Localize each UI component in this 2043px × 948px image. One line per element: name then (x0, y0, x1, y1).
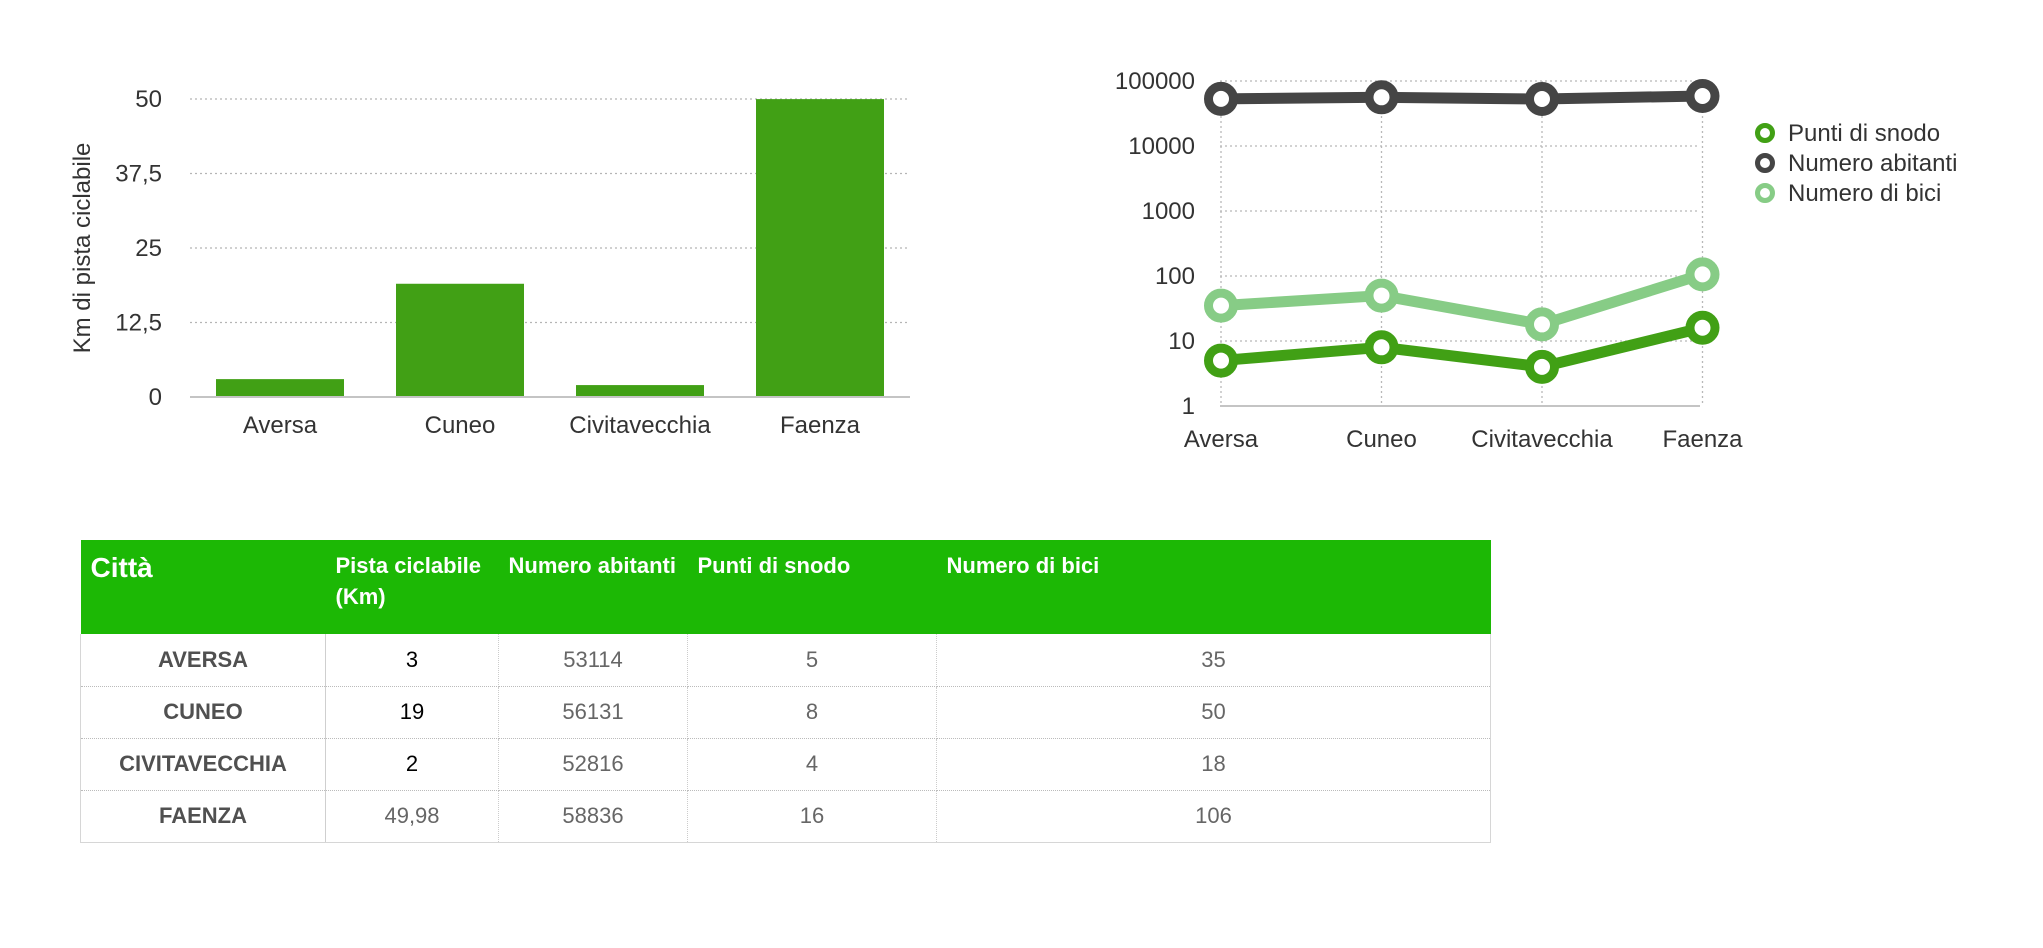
header-city: Città (80, 540, 326, 634)
series-point (1685, 310, 1720, 345)
data-table: Città Pista ciclabile (Km) Numero abitan… (80, 540, 1491, 843)
table-cell: 53114 (498, 634, 688, 687)
legend-marker (1755, 183, 1775, 203)
bar (576, 385, 704, 397)
series-point (1525, 307, 1559, 342)
series-point (1685, 257, 1720, 292)
series-point (1204, 288, 1238, 323)
table-cell: 35 (936, 634, 1491, 687)
series-point (1364, 80, 1399, 115)
header-bike-lane: Pista ciclabile (Km) (325, 540, 499, 634)
table-cell: 2 (325, 738, 499, 791)
line-x-tick-label: Aversa (1184, 426, 1259, 453)
bar-x-tick-label: Civitavecchia (569, 412, 711, 439)
series-point (1204, 81, 1238, 116)
table-cell: 58836 (498, 790, 688, 843)
bar-x-tick-label: Faenza (780, 412, 861, 439)
bar-y-tick-label: 37,5 (115, 161, 162, 188)
bar-y-tick-label: 12,5 (115, 310, 162, 337)
table-cell: 106 (936, 790, 1491, 843)
header-bike-count: Numero di bici (936, 540, 1491, 634)
table-row: AVERSA 3 53114 5 35 (80, 634, 1491, 687)
table-cell: 56131 (498, 686, 688, 739)
table-row: CIVITAVECCHIA 2 52816 4 18 (80, 738, 1491, 791)
bar-x-tick-label: Aversa (243, 412, 318, 439)
table-cell: 5 (687, 634, 937, 687)
series-line (1215, 322, 1708, 373)
line-y-tick-label: 1 (1182, 393, 1195, 420)
bar-y-tick-label: 0 (149, 384, 162, 411)
table-cell-city: CIVITAVECCHIA (80, 738, 326, 791)
table-row: CUNEO 19 56131 8 50 (80, 686, 1491, 739)
series-line (1215, 268, 1708, 330)
bar-y-axis-title: Km di pista ciclabile (69, 143, 96, 354)
table-cell: 8 (687, 686, 937, 739)
series-line (1215, 90, 1708, 105)
line-y-tick-label: 100 (1155, 263, 1195, 290)
table-cell: 49,98 (325, 790, 499, 843)
legend-marker (1755, 123, 1775, 143)
table-cell: 19 (325, 686, 499, 739)
series-point (1364, 330, 1399, 365)
line-y-tick-label: 1000 (1142, 198, 1195, 225)
header-inhabitants: Numero abitanti (498, 540, 688, 634)
line-x-tick-label: Civitavecchia (1471, 426, 1613, 453)
series-point (1364, 278, 1399, 313)
line-x-tick-label: Cuneo (1346, 426, 1417, 453)
bar-chart: 0 12,5 25 37,5 50 Aversa Cuneo Civitavecchia Fae… (69, 86, 910, 439)
legend-label: Numero di bici (1788, 180, 1941, 207)
table-cell: 52816 (498, 738, 688, 791)
table-cell: 16 (687, 790, 937, 843)
series-point (1525, 349, 1559, 384)
bar-x-tick-label: Cuneo (425, 412, 496, 439)
series-point (1525, 82, 1559, 117)
line-y-tick-label: 100000 (1115, 68, 1195, 95)
header-hub-points: Punti di snodo (687, 540, 937, 634)
table-header-row: Città Pista ciclabile (Km) Numero abitan… (80, 540, 1491, 634)
series-point (1685, 78, 1720, 113)
table-cell-city: AVERSA (80, 634, 326, 687)
line-chart: 1 10 100 1000 10000 100000 Aversa Cuneo Civitave… (1115, 68, 1958, 453)
line-x-tick-label: Faenza (1662, 426, 1743, 453)
legend-marker (1755, 153, 1775, 173)
line-y-tick-label: 10 (1168, 328, 1195, 355)
table-cell: 50 (936, 686, 1491, 739)
legend-label: Numero abitanti (1788, 150, 1957, 177)
table-cell: 3 (325, 634, 499, 687)
bar (756, 99, 884, 397)
table-cell-city: FAENZA (80, 790, 326, 843)
line-y-tick-label: 10000 (1128, 133, 1195, 160)
table-cell: 4 (687, 738, 937, 791)
bar (396, 283, 524, 397)
bar (216, 379, 344, 397)
table-cell-city: CUNEO (80, 686, 326, 739)
legend-label: Punti di snodo (1788, 120, 1940, 147)
table-cell: 18 (936, 738, 1491, 791)
bar-y-tick-label: 25 (135, 235, 162, 262)
bar-y-tick-label: 50 (135, 86, 162, 113)
table-row: FAENZA 49,98 58836 16 106 (80, 790, 1491, 843)
series-point (1204, 343, 1238, 378)
